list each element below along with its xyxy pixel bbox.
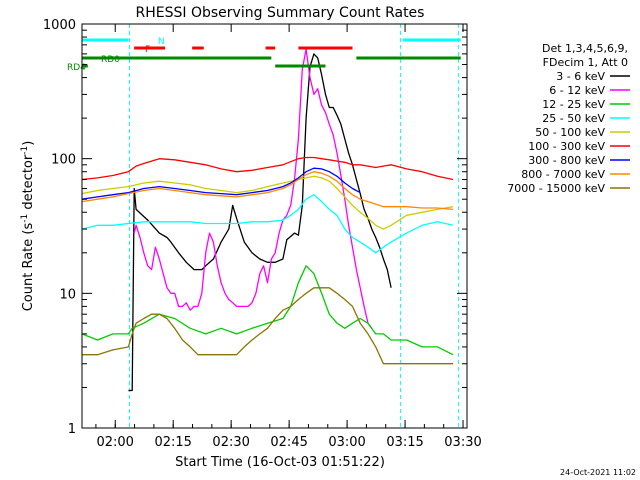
- series-line-7000-15000-kev: [82, 287, 453, 365]
- series-line-800-7000-kev: [81, 171, 454, 211]
- legend-header-line-1: Det 1,3,4,5,6,9,: [542, 42, 628, 55]
- legend-label-25-50-kev: 25 - 50 keV: [542, 112, 605, 125]
- y-axis-label-end: ): [21, 141, 36, 146]
- x-axis-label: Start Time (16-Oct-03 01:51:22): [175, 455, 385, 470]
- legend: Det 1,3,4,5,6,9, FDecim 1, Att 0 3 - 6 k…: [507, 42, 630, 195]
- axes: 02:00 02:15 02:30 02:45 03:00 03:15 03:30 1 10 10…: [43, 18, 482, 450]
- legend-label-300-800-kev: 300 - 800 keV: [528, 154, 605, 167]
- x-tick-label-4: 02:45: [270, 435, 307, 450]
- plot-frame: [81, 23, 468, 429]
- x-tick-label-3: 02:30: [212, 435, 249, 450]
- series-line-25-50-kev: [81, 194, 454, 254]
- bar-label-rd4: RD4: [67, 63, 86, 73]
- bar-label-f: F: [145, 45, 150, 55]
- x-tick-label-6: 03:15: [386, 435, 423, 450]
- y-axis-label-mid: detector: [21, 154, 36, 214]
- legend-header-line-2: FDecim 1, Att 0: [543, 56, 628, 69]
- x-tick-label-1: 02:00: [96, 435, 133, 450]
- y-tick-label-3: 100: [51, 153, 76, 168]
- legend-label-50-100-kev: 50 - 100 keV: [535, 126, 605, 139]
- legend-label-800-7000-kev: 800 - 7000 keV: [521, 168, 605, 181]
- series-line-6-12-kev: [133, 48, 373, 329]
- legend-label-100-300-kev: 100 - 300 keV: [528, 140, 605, 153]
- y-tick-label-4: 1000: [43, 18, 76, 33]
- y-axis-label-sup-2: -1: [20, 146, 30, 155]
- legend-label-3-6-kev: 3 - 6 keV: [556, 70, 605, 83]
- series-line-12-25-kev: [81, 265, 454, 356]
- y-axis-label-start: Count Rate (s: [21, 223, 36, 312]
- bar-label-rd0: RD0: [101, 55, 120, 65]
- footer-date: 24-Oct-2021 11:02: [560, 468, 636, 477]
- series-line-50-100-kev: [81, 175, 454, 230]
- legend-label-12-25-kev: 12 - 25 keV: [542, 98, 605, 111]
- y-axis-label: Count Rate (s-1 detector-1): [20, 141, 36, 312]
- y-tick-label-2: 10: [59, 287, 76, 302]
- series-line-3-6-kev: [128, 53, 392, 392]
- bar-label-n: N: [158, 37, 165, 47]
- x-tick-label-5: 03:00: [328, 435, 365, 450]
- legend-label-7000-15000-kev: 7000 - 15000 keV: [507, 182, 605, 195]
- legend-label-6-12-kev: 6 - 12 keV: [549, 84, 605, 97]
- series-line-100-300-kev: [81, 156, 454, 181]
- y-axis-label-sup: -1: [20, 214, 30, 223]
- plot-area: NF RD0 RD4: [67, 24, 461, 428]
- x-tick-label-2: 02:15: [154, 435, 191, 450]
- y-tick-label-1: 1: [68, 422, 76, 437]
- x-tick-label-7: 03:30: [444, 435, 481, 450]
- series-line-300-800-kev: [81, 167, 361, 200]
- chart-title: RHESSI Observing Summary Count Rates: [136, 5, 425, 21]
